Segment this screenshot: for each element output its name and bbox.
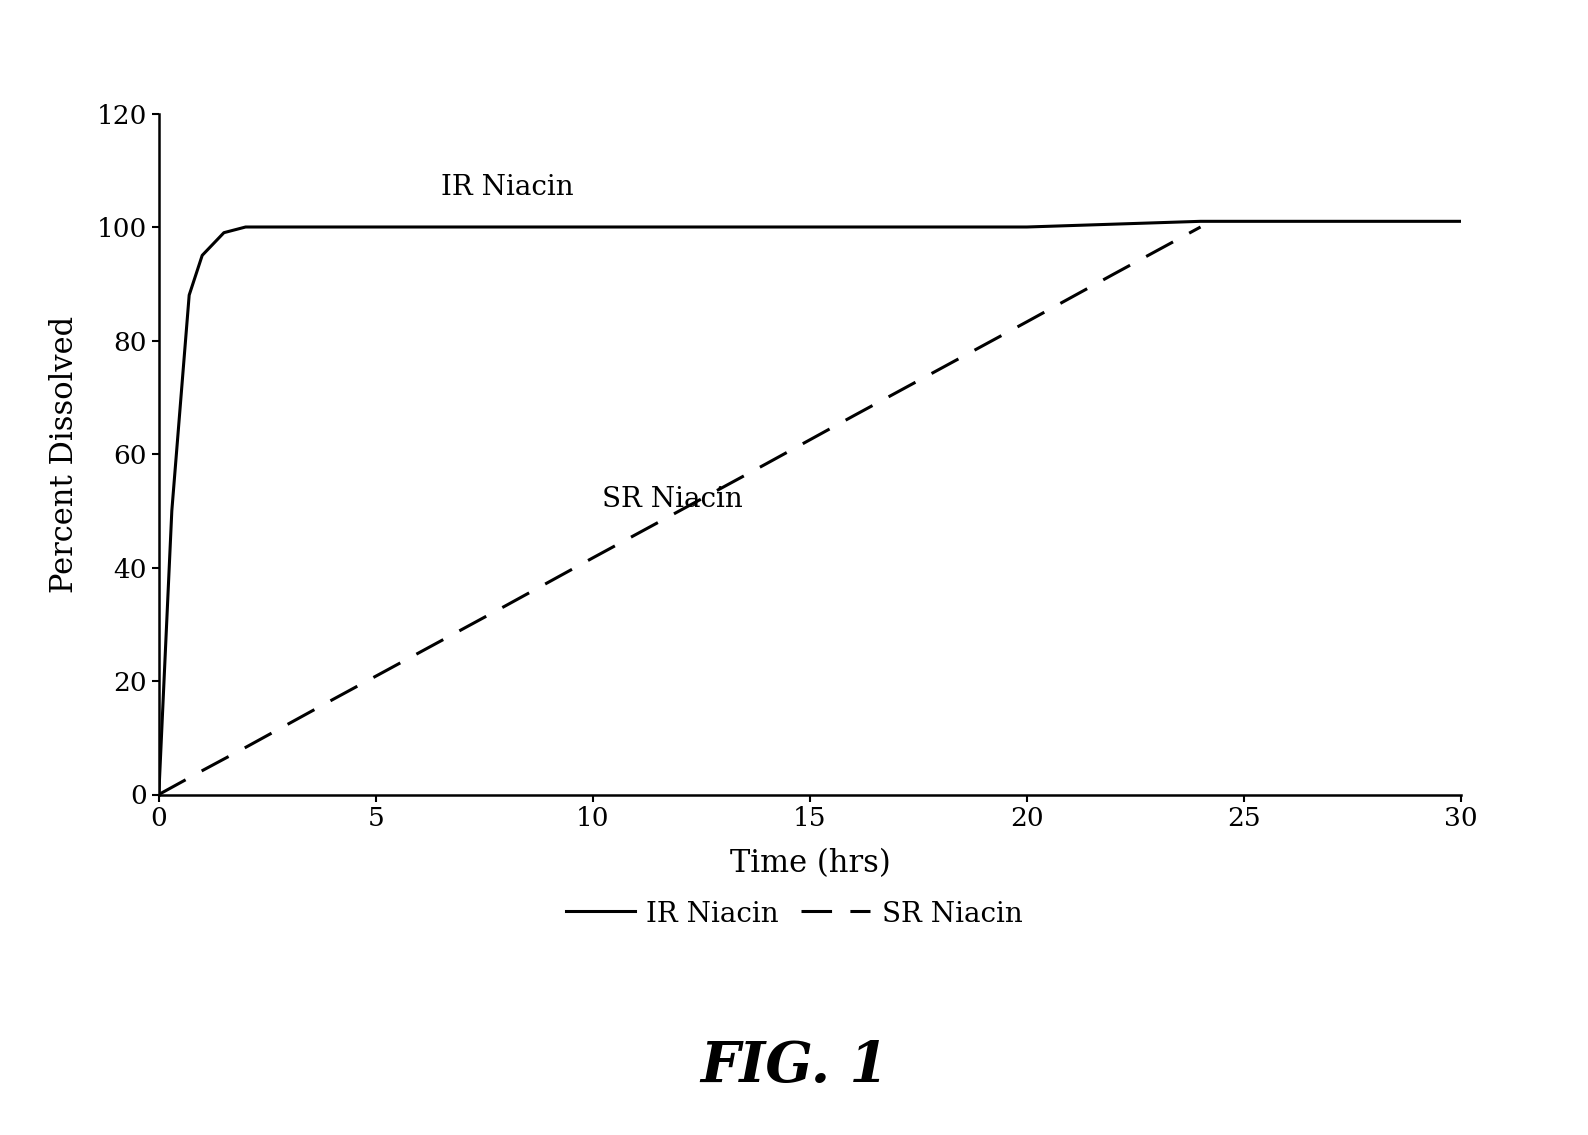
Text: IR Niacin: IR Niacin: [441, 174, 573, 201]
Text: FIG. 1: FIG. 1: [700, 1040, 888, 1094]
Legend: IR Niacin, SR Niacin: IR Niacin, SR Niacin: [554, 889, 1034, 939]
Text: SR Niacin: SR Niacin: [602, 486, 742, 513]
Y-axis label: Percent Dissolved: Percent Dissolved: [49, 316, 79, 592]
X-axis label: Time (hrs): Time (hrs): [729, 848, 891, 878]
